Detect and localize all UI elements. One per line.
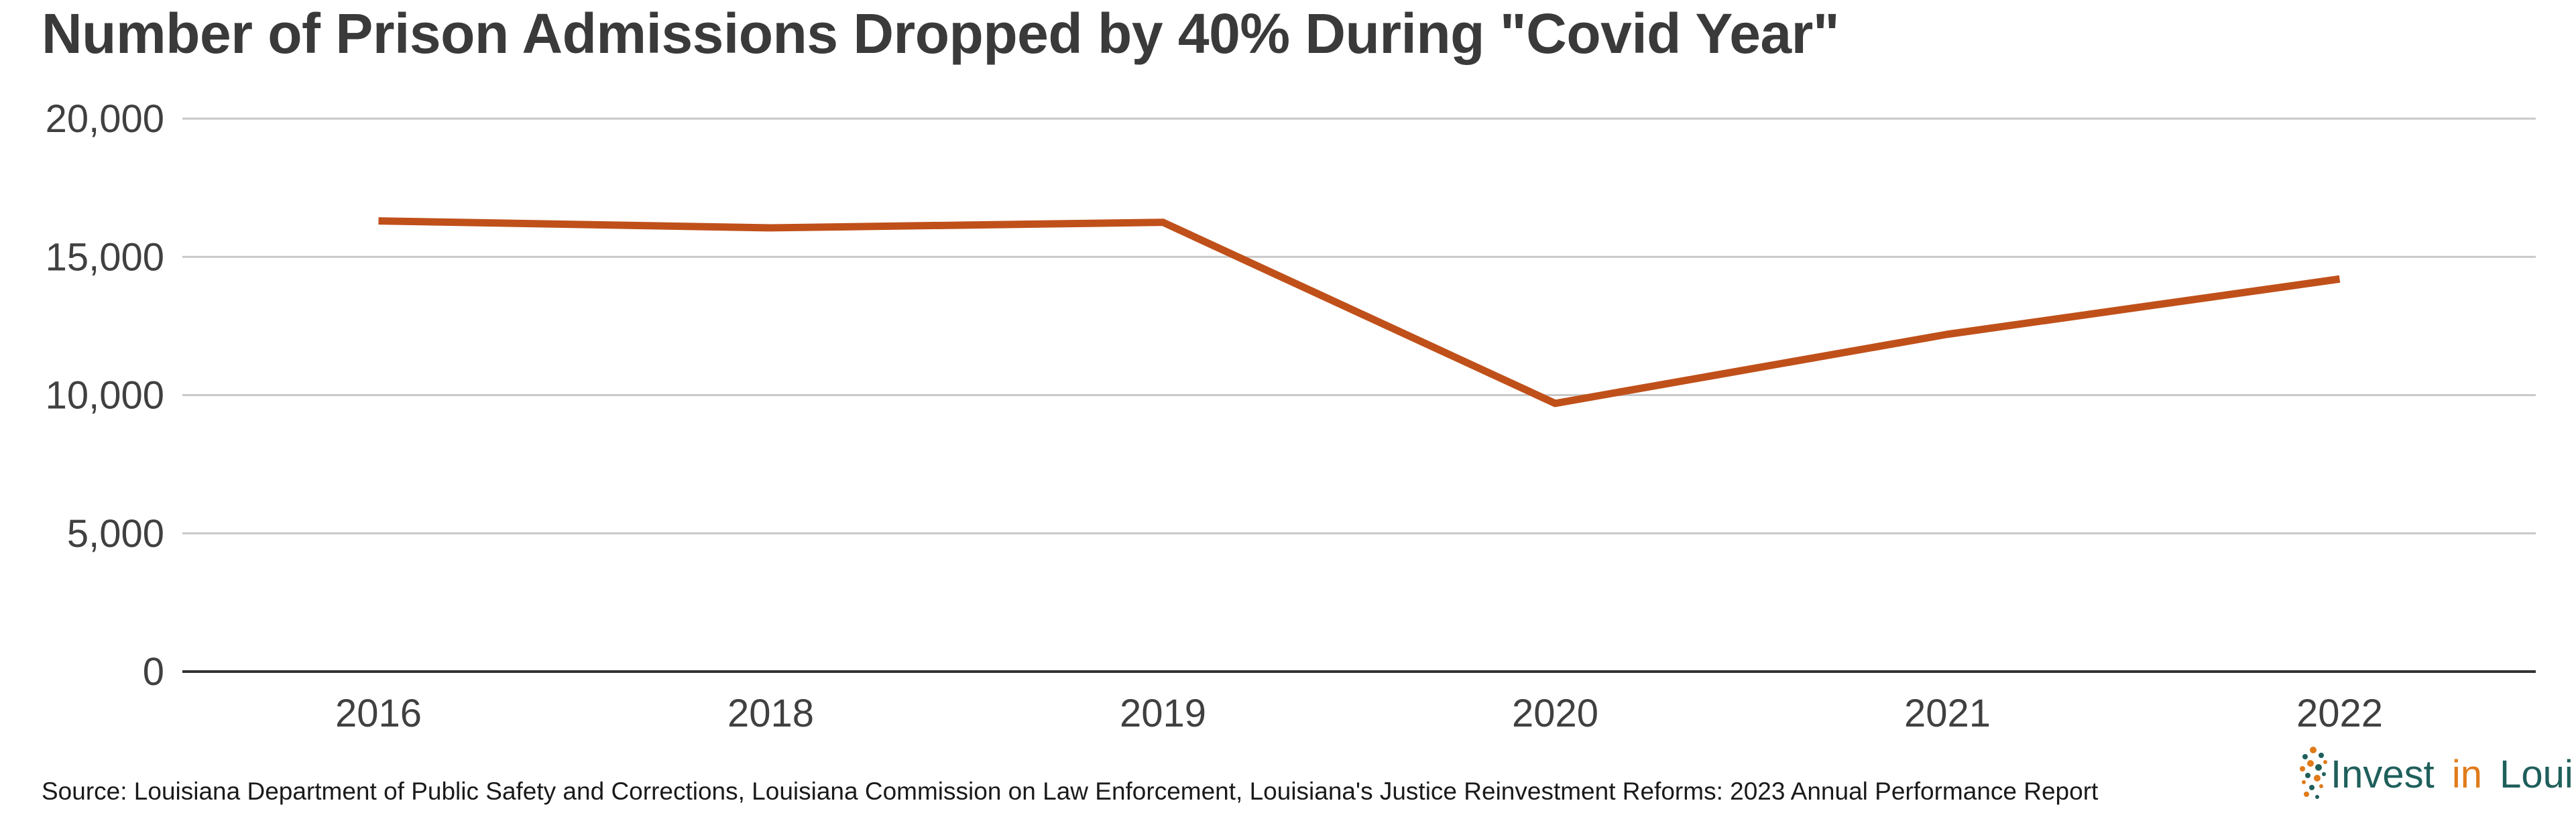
- logo-dot: [2309, 785, 2315, 790]
- x-tick-label: 2022: [2296, 692, 2383, 735]
- logo-dot: [2302, 754, 2308, 759]
- x-tick-label: 2019: [1120, 692, 1206, 735]
- x-tick-label: 2018: [727, 692, 814, 735]
- logo-dot: [2323, 760, 2327, 764]
- source-note: Source: Louisiana Department of Public S…: [42, 777, 2099, 805]
- svg-text:Invest in Louisiana: Invest in Louisiana: [2331, 753, 2573, 796]
- logo-dot: [2305, 773, 2310, 778]
- y-tick-label: 10,000: [46, 374, 164, 418]
- logo-dot: [2315, 795, 2319, 799]
- logo-dot: [2314, 775, 2321, 781]
- y-tick-label: 0: [143, 650, 164, 694]
- logo-dot: [2307, 760, 2314, 767]
- logo-dot: [2302, 780, 2306, 784]
- logo-word-in: in: [2452, 753, 2482, 796]
- x-tick-label: 2021: [1904, 692, 1991, 735]
- chart-title: Number of Prison Admissions Dropped by 4…: [42, 2, 1840, 65]
- logo-word-invest: Invest: [2331, 753, 2435, 796]
- gridlines: [182, 117, 2536, 673]
- series-line: [378, 217, 2341, 408]
- logo-dot: [2300, 766, 2305, 771]
- logo-dot: [2319, 784, 2323, 788]
- y-tick-label: 20,000: [46, 97, 164, 141]
- logo-word-louisiana: Louisiana: [2500, 753, 2573, 796]
- logo-dot: [2304, 792, 2309, 797]
- x-tick-label: 2016: [335, 692, 422, 735]
- logo-dot: [2315, 764, 2322, 771]
- logo-dots-icon: [2300, 747, 2327, 799]
- logo-dot: [2319, 753, 2324, 758]
- logo-dot: [2322, 772, 2326, 776]
- y-axis-ticks: 0 5,000 10,000 15,000 20,000: [46, 97, 164, 694]
- y-tick-label: 15,000: [46, 235, 164, 279]
- x-tick-label: 2020: [1512, 692, 1598, 735]
- y-tick-label: 5,000: [67, 512, 164, 556]
- x-axis-ticks: 2016 2018 2019 2020 2021 2022: [335, 692, 2383, 735]
- series-lines: [378, 217, 2341, 408]
- logo-dot: [2310, 747, 2317, 753]
- invest-in-louisiana-logo: Invest in Louisiana: [2300, 747, 2573, 799]
